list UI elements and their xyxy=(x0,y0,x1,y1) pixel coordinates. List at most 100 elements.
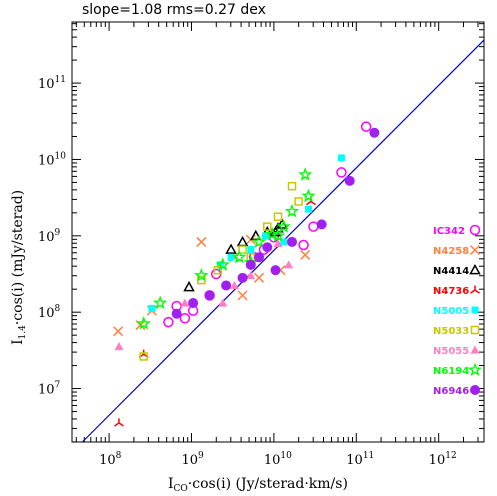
y-tick-label: 108 xyxy=(38,304,61,321)
data-point xyxy=(301,188,316,203)
data-point xyxy=(263,222,272,231)
data-point xyxy=(237,290,248,301)
data-point xyxy=(247,246,255,254)
data-point xyxy=(336,167,347,178)
legend-marker xyxy=(470,285,480,294)
data-point xyxy=(188,298,199,309)
data-point xyxy=(369,127,380,138)
data-point xyxy=(237,272,248,283)
data-point xyxy=(135,320,146,331)
data-point xyxy=(221,280,232,291)
data-point xyxy=(294,197,303,206)
data-point xyxy=(270,228,286,242)
y-tick-label: 107 xyxy=(38,381,61,398)
legend-marker xyxy=(470,385,480,395)
data-point xyxy=(232,249,247,264)
y-tick-label: 109 xyxy=(38,228,61,245)
data-point xyxy=(196,236,207,247)
y-axis-title-rest: ·cos(i) (mJy/sterad) xyxy=(10,190,26,325)
data-point xyxy=(139,352,148,361)
data-point xyxy=(215,257,230,271)
data-point xyxy=(227,253,235,261)
legend-marker xyxy=(469,263,481,275)
data-point xyxy=(163,316,174,328)
data-point xyxy=(136,316,151,330)
y-tick-label: 1010 xyxy=(38,151,66,168)
legend-label: N4414 xyxy=(433,266,469,277)
data-point xyxy=(148,304,156,312)
data-point xyxy=(236,235,249,247)
y-axis-title: I1.4·cos(i) (mJy/sterad) xyxy=(10,190,28,345)
data-points xyxy=(113,121,380,427)
data-point xyxy=(238,245,247,254)
data-point xyxy=(152,295,168,310)
x-tick-label: 1011 xyxy=(346,451,374,468)
data-point xyxy=(114,342,124,351)
legend: IC342 N4258 N4414 N4736 N5005 N5033 N5055 N6194… xyxy=(433,224,483,397)
data-point xyxy=(360,121,372,132)
legend-label: N5055 xyxy=(433,346,469,357)
x-tick-label: 108 xyxy=(99,451,122,468)
x-axis-title-sub: CO xyxy=(174,484,188,494)
legend-marker xyxy=(469,224,481,236)
tick-labels: 108 109 1010 1011 1012 107 108 109 1010 1011 xyxy=(38,75,457,468)
data-point xyxy=(218,298,228,307)
data-point xyxy=(270,265,281,276)
data-point xyxy=(114,418,124,427)
data-point xyxy=(262,242,273,253)
legend-marker xyxy=(469,244,481,256)
data-point xyxy=(287,236,298,247)
data-point xyxy=(113,326,124,337)
data-point xyxy=(308,221,319,232)
data-point xyxy=(254,272,265,283)
data-point xyxy=(337,154,345,162)
data-point xyxy=(254,252,265,263)
data-point xyxy=(298,239,309,251)
x-tick-label: 1012 xyxy=(429,451,457,468)
x-tick-label: 109 xyxy=(181,451,204,468)
data-point xyxy=(284,203,300,218)
axis-ticks xyxy=(72,22,484,443)
data-point xyxy=(229,280,239,290)
x-axis-title-main: I xyxy=(168,476,174,492)
data-point xyxy=(284,260,294,269)
data-point xyxy=(225,243,237,254)
data-point xyxy=(183,280,195,292)
legend-marker xyxy=(470,345,480,354)
data-point xyxy=(344,175,355,186)
x-axis-title-rest: ·cos(i) (Jy/sterad·km/s) xyxy=(188,476,348,492)
legend-marker xyxy=(470,325,480,335)
y-axis-title-main: I xyxy=(10,339,26,345)
x-axis-title: ICO·cos(i) (Jy/sterad·km/s) xyxy=(168,476,348,494)
legend-label: N6946 xyxy=(433,386,469,397)
data-point xyxy=(273,212,283,221)
legend-label: N4736 xyxy=(433,286,469,297)
y-tick-label: 1011 xyxy=(38,75,66,92)
data-point xyxy=(273,238,283,248)
data-point xyxy=(245,259,256,270)
plot-frame xyxy=(71,21,485,443)
legend-label: N5033 xyxy=(433,326,469,337)
data-point xyxy=(298,167,313,181)
data-point xyxy=(180,298,190,307)
data-point xyxy=(262,232,270,240)
legend-marker xyxy=(467,362,483,376)
data-point xyxy=(304,205,312,213)
data-point xyxy=(280,238,288,246)
legend-label: N6194 xyxy=(433,366,469,377)
data-point xyxy=(171,308,182,319)
data-point xyxy=(246,271,256,280)
data-point xyxy=(316,219,327,230)
data-point xyxy=(204,290,215,301)
chart-title: slope=1.08 rms=0.27 dex xyxy=(82,2,266,18)
y-axis-title-sub: 1.4 xyxy=(18,325,28,340)
data-point xyxy=(276,219,291,233)
data-point xyxy=(179,313,191,324)
legend-label: N4258 xyxy=(433,246,469,257)
data-point xyxy=(300,249,311,260)
data-point xyxy=(249,229,262,241)
legend-marker xyxy=(471,306,479,314)
data-point xyxy=(265,226,280,241)
data-point xyxy=(287,181,297,191)
legend-label: IC342 xyxy=(433,226,465,237)
